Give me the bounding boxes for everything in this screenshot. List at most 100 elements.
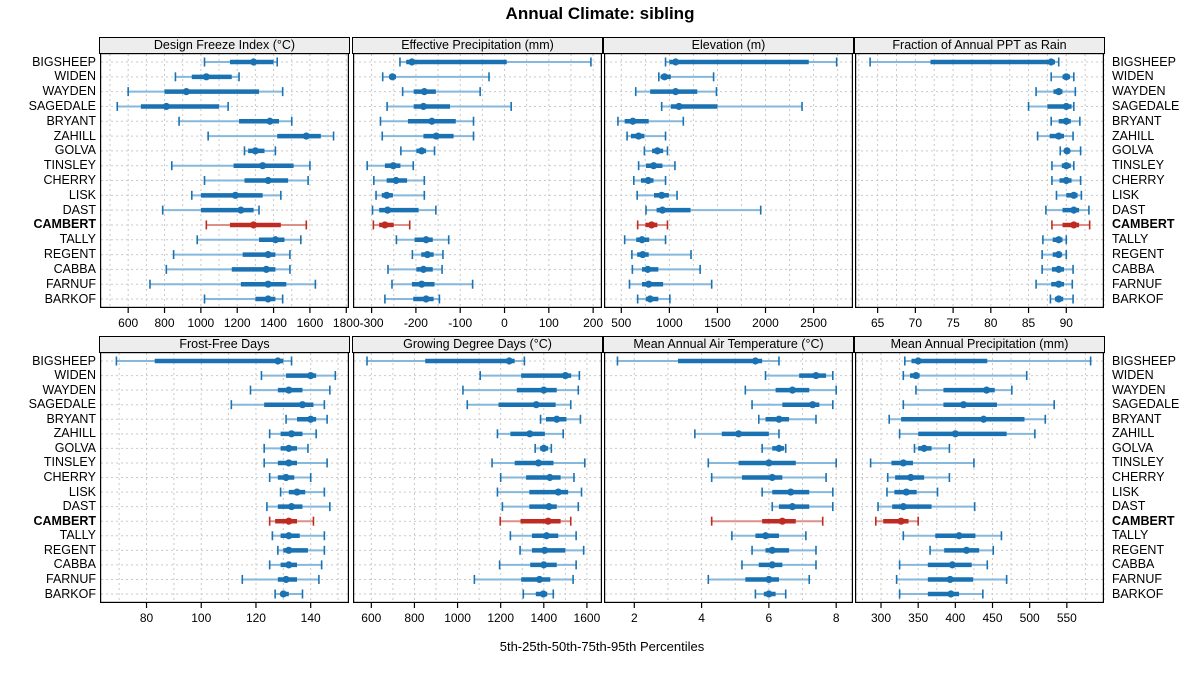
- station-label-bryant: BRYANT: [46, 411, 96, 426]
- station-label-regent: REGENT: [1112, 542, 1165, 557]
- station-label-farnuf: FARNUF: [1112, 276, 1162, 291]
- percentile-row-barkof: [384, 294, 441, 304]
- svg-text:120: 120: [246, 611, 266, 625]
- percentile-row-regent: [929, 545, 995, 555]
- percentile-row-sagedale: [902, 400, 1055, 410]
- station-label-bigsheep: BIGSHEEP: [1112, 353, 1176, 368]
- svg-text:1600: 1600: [297, 316, 324, 330]
- percentile-row-cherry: [710, 473, 827, 482]
- percentile-row-sagedale: [466, 400, 572, 410]
- station-label-lisk: LISK: [68, 484, 96, 499]
- svg-text:2500: 2500: [800, 316, 827, 330]
- percentile-row-zahill: [1036, 131, 1074, 141]
- percentile-row-cabba: [631, 264, 701, 274]
- station-label-cambert: CAMBERT: [33, 217, 97, 232]
- station-label-cherry: CHERRY: [1112, 173, 1165, 187]
- percentile-row-cabba: [1041, 264, 1074, 274]
- percentile-row-cherry: [268, 473, 312, 482]
- svg-text:800: 800: [155, 316, 175, 330]
- svg-text:1600: 1600: [574, 611, 601, 625]
- station-label-sagedale: SAGEDALE: [1112, 98, 1180, 113]
- station-label-regent: REGENT: [43, 542, 96, 557]
- svg-text:1500: 1500: [704, 316, 731, 330]
- percentile-row-tinsley: [1051, 161, 1075, 171]
- station-label-cherry: CHERRY: [43, 470, 96, 484]
- percentile-row-barkof: [1049, 294, 1074, 304]
- svg-text:1000: 1000: [444, 611, 471, 625]
- station-label-bryant: BRYANT: [1112, 411, 1162, 426]
- percentile-row-regent: [751, 545, 817, 555]
- station-label-wayden: WAYDEN: [1112, 84, 1166, 99]
- station-label-farnuf: FARNUF: [46, 571, 96, 586]
- panel-design-freeze-index-c: [100, 53, 350, 309]
- percentile-row-farnuf: [473, 574, 574, 584]
- percentile-row-zahill: [268, 429, 317, 439]
- station-label-widen: WIDEN: [1112, 69, 1154, 84]
- station-label-barkof: BARKOF: [1112, 586, 1164, 601]
- svg-text:1000: 1000: [656, 316, 683, 330]
- svg-text:1200: 1200: [224, 316, 251, 330]
- percentile-row-regent: [411, 250, 444, 260]
- panel-growing-degree-days-c: [353, 352, 603, 604]
- percentile-row-dast: [1045, 205, 1090, 215]
- percentile-row-cabba: [268, 560, 323, 570]
- svg-text:600: 600: [361, 611, 381, 625]
- station-label-tally: TALLY: [1112, 528, 1149, 543]
- x-axis-fraction-of-annual-ppt-as-rain: 65 70 75 80 85 90: [871, 308, 1073, 330]
- svg-text:-100: -100: [448, 316, 472, 330]
- percentile-row-barkof: [203, 294, 284, 304]
- percentile-row-bryant: [617, 116, 685, 126]
- station-label-widen: WIDEN: [54, 69, 96, 84]
- percentile-row-sagedale: [751, 400, 834, 410]
- percentile-row-golva: [400, 146, 436, 156]
- panel-effective-precipitation-mm: [353, 53, 603, 309]
- percentile-row-cherry: [203, 176, 309, 185]
- percentile-row-cabba: [898, 560, 989, 570]
- station-label-regent: REGENT: [1112, 247, 1165, 262]
- percentile-row-bigsheep: [664, 57, 838, 67]
- percentile-row-bigsheep: [869, 57, 1060, 67]
- station-label-golva: GOLVA: [1112, 143, 1154, 158]
- percentile-row-tally: [395, 235, 450, 245]
- station-label-barkof: BARKOF: [44, 291, 96, 306]
- station-label-wayden: WAYDEN: [42, 382, 96, 397]
- svg-text:-200: -200: [404, 316, 428, 330]
- percentile-row-barkof: [754, 589, 787, 599]
- svg-text:1800: 1800: [333, 316, 360, 330]
- percentile-row-bigsheep: [903, 356, 1092, 366]
- percentile-row-bryant: [1050, 116, 1081, 126]
- svg-text:8: 8: [833, 611, 840, 625]
- percentile-row-dast: [266, 502, 331, 512]
- station-label-regent: REGENT: [43, 247, 96, 262]
- svg-text:600: 600: [118, 316, 138, 330]
- svg-text:80: 80: [140, 611, 154, 625]
- percentile-row-farnuf: [707, 574, 811, 584]
- percentile-row-widen: [657, 72, 715, 82]
- strip-title-mean-annual-precipitation-mm: Mean Annual Precipitation (mm): [854, 336, 1105, 353]
- percentile-row-zahill: [496, 429, 564, 439]
- station-label-cambert: CAMBERT: [1112, 217, 1175, 232]
- station-label-wayden: WAYDEN: [42, 84, 96, 99]
- percentile-row-cherry: [1051, 176, 1082, 185]
- station-label-bigsheep: BIGSHEEP: [32, 54, 96, 69]
- percentile-row-zahill: [381, 131, 475, 141]
- strip-title-growing-degree-days-c: Growing Degree Days (°C): [352, 336, 603, 353]
- percentile-row-lisk: [761, 487, 834, 497]
- station-label-tinsley: TINSLEY: [1112, 158, 1165, 173]
- percentile-row-cambert: [710, 516, 824, 526]
- station-label-cabba: CABBA: [53, 557, 96, 572]
- percentile-row-bryant: [539, 414, 582, 424]
- x-axis-elevation-m: 500 1000 1500 2000 2500: [611, 308, 827, 330]
- station-label-tally: TALLY: [59, 528, 96, 543]
- percentile-row-widen: [479, 371, 581, 381]
- percentile-row-cabba: [741, 560, 817, 570]
- percentile-row-wayden: [127, 87, 284, 97]
- percentile-row-tally: [509, 531, 577, 541]
- strip-title-design-freeze-index-c: Design Freeze Index (°C): [99, 37, 350, 54]
- percentile-row-sagedale: [660, 101, 803, 111]
- svg-text:300: 300: [871, 611, 891, 625]
- percentile-row-dast: [877, 502, 976, 512]
- percentile-row-golva: [761, 443, 787, 453]
- svg-text:400: 400: [945, 611, 965, 625]
- station-label-bryant: BRYANT: [46, 113, 96, 128]
